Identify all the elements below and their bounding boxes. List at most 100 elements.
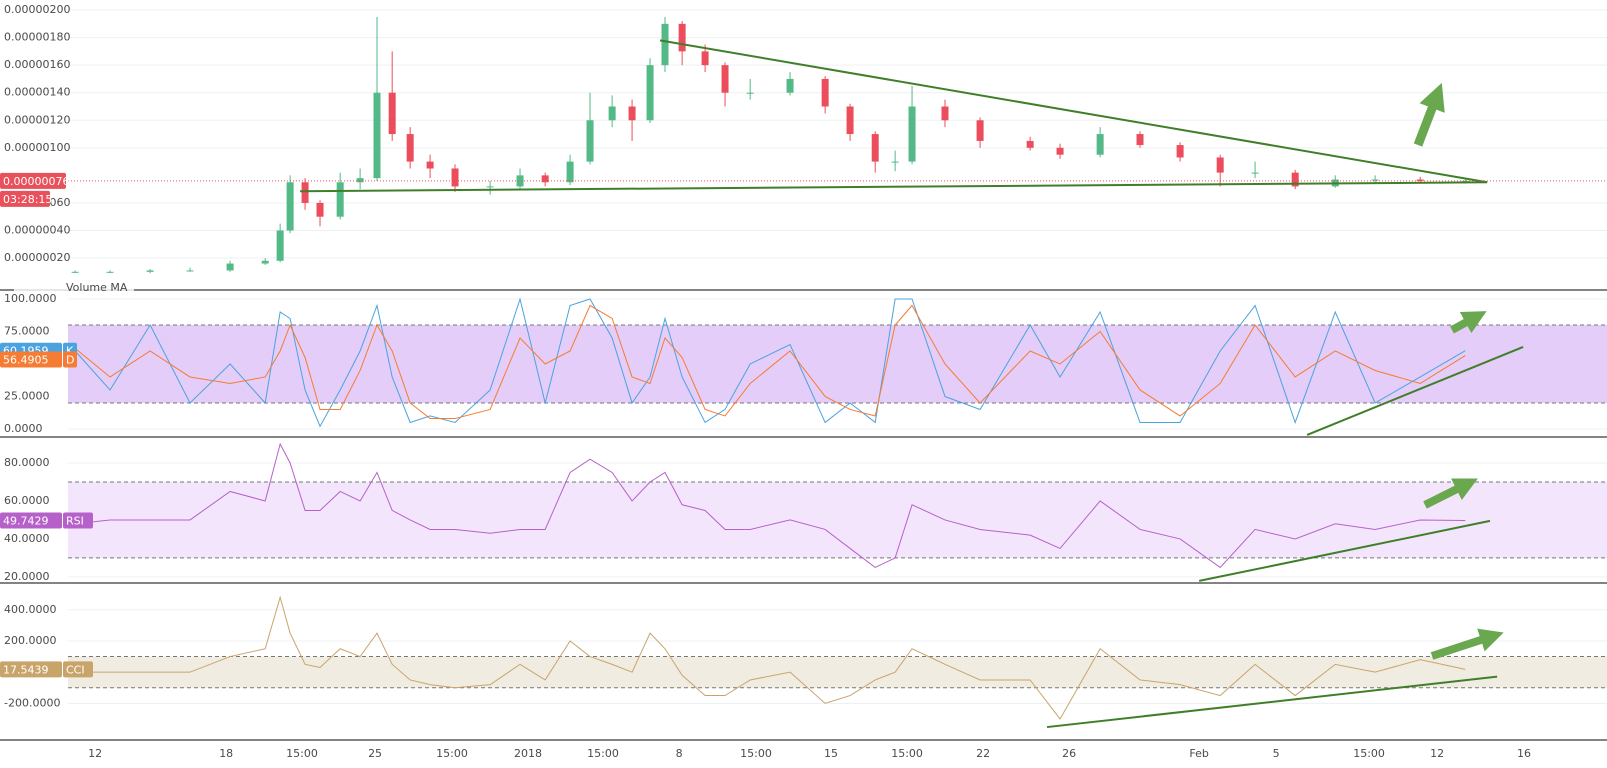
y-tick-label: 200.0000 xyxy=(4,634,57,647)
last-value-label: 56.4905 xyxy=(3,354,49,367)
data-layer xyxy=(68,16,1607,729)
x-tick-label: 15 xyxy=(824,747,838,760)
x-tick-label: 25 xyxy=(368,747,382,760)
candle-body xyxy=(516,175,524,187)
candle-body xyxy=(71,271,79,273)
band xyxy=(68,325,1607,403)
x-tick-label: 2018 xyxy=(514,747,542,760)
trendline xyxy=(1046,675,1498,729)
x-tick-label: 8 xyxy=(676,747,683,760)
series-line xyxy=(75,442,1466,569)
legend-label: CCI xyxy=(66,663,85,676)
series-name-bg xyxy=(63,661,93,678)
candle-body xyxy=(586,120,594,162)
y-tick-label: 60.0000 xyxy=(4,494,50,507)
last-value-label: 17.5439 xyxy=(3,663,49,676)
series-name-bg xyxy=(63,512,93,529)
countdown-bg xyxy=(0,190,50,207)
volume-label: Volume MA xyxy=(66,281,128,294)
candle-body xyxy=(976,120,984,141)
band xyxy=(68,656,1607,688)
x-tick-label: 16 xyxy=(1517,747,1531,760)
y-tick-label: 80.0000 xyxy=(4,456,50,469)
last-value-label-bg xyxy=(0,512,62,529)
y-tick-label: 75.0000 xyxy=(4,324,50,337)
x-tick-label: 15:00 xyxy=(436,747,468,760)
x-tick-label: 18 xyxy=(219,747,233,760)
candle-body xyxy=(276,230,284,261)
last-price-label-bg xyxy=(0,172,66,189)
candle-body xyxy=(301,182,309,203)
countdown: 03:28:15 xyxy=(3,193,52,206)
candle-body xyxy=(388,92,396,135)
arrow xyxy=(1413,82,1445,147)
x-tick-label: 5 xyxy=(1273,747,1280,760)
y-tick-label: -200.0000 xyxy=(4,696,60,709)
candle-body xyxy=(646,65,654,121)
legend-label: RSI xyxy=(66,514,84,527)
candle-body xyxy=(1251,172,1259,174)
candle-body xyxy=(678,23,686,52)
candle-body xyxy=(146,270,154,272)
grid-layer xyxy=(68,9,1607,704)
x-tick-label: 12 xyxy=(88,747,102,760)
x-tick-label: 15:00 xyxy=(1353,747,1385,760)
x-tick-label: 15:00 xyxy=(587,747,619,760)
candle-body xyxy=(1176,145,1184,158)
band xyxy=(68,481,1607,558)
trendline xyxy=(1198,519,1491,582)
y-tick-label: 0.00000160 xyxy=(4,58,70,71)
candle-body xyxy=(721,65,729,93)
x-tick-label: Feb xyxy=(1189,747,1208,760)
y-tick-label: 0.00000040 xyxy=(4,223,70,236)
series-line xyxy=(74,304,1466,420)
y-tick-label: 0.00000020 xyxy=(4,251,70,264)
candle-body xyxy=(1096,134,1104,155)
candle-body xyxy=(316,202,324,217)
candle-body xyxy=(891,161,899,163)
x-tick-label: 12 xyxy=(1430,747,1444,760)
last-price-label: 0.00000076 xyxy=(3,175,69,188)
last-value-label-bg xyxy=(0,661,62,678)
candle-body xyxy=(908,106,916,162)
trendline xyxy=(300,181,1488,193)
candle-body xyxy=(941,106,949,121)
candle-body xyxy=(186,270,194,272)
candle-body xyxy=(871,134,879,162)
candle-body xyxy=(261,260,269,264)
last-value-label-bg xyxy=(0,351,62,368)
candle-body xyxy=(786,78,794,93)
candle-body xyxy=(373,92,381,179)
candle-body xyxy=(1056,147,1064,155)
candle-body xyxy=(336,182,344,217)
candle-body xyxy=(451,168,459,187)
candle-body xyxy=(821,78,829,107)
candle-body xyxy=(226,263,234,271)
candle-body xyxy=(486,186,494,188)
candle-body xyxy=(746,92,754,94)
label-layer: 12 18 15:00 25 15:00 2018 15:00 8 15:00 15 15:00 22… xyxy=(0,3,1607,760)
legend-label: K xyxy=(66,345,74,358)
candle-body xyxy=(1291,172,1299,187)
candle-body xyxy=(566,161,574,183)
candle-body xyxy=(1216,157,1224,173)
candle-body xyxy=(1136,134,1144,146)
candle-body xyxy=(406,134,414,162)
candle-body xyxy=(1371,179,1379,181)
x-tick-label: 15:00 xyxy=(891,747,923,760)
candle-body xyxy=(1416,179,1424,181)
last-value-label: 49.7429 xyxy=(3,514,49,527)
arrow xyxy=(1450,311,1487,334)
candle-body xyxy=(1461,180,1469,182)
y-tick-label: 0.00000120 xyxy=(4,113,70,126)
y-tick-label: 20.0000 xyxy=(4,570,50,583)
annotation-layer xyxy=(1413,82,1504,660)
candle-body xyxy=(426,161,434,169)
candle-body xyxy=(106,271,114,273)
x-tick-label: 22 xyxy=(976,747,990,760)
trendline xyxy=(1306,346,1524,436)
x-tick-label: 15:00 xyxy=(740,747,772,760)
arrow xyxy=(1430,628,1504,660)
series-name-bg xyxy=(63,351,77,368)
